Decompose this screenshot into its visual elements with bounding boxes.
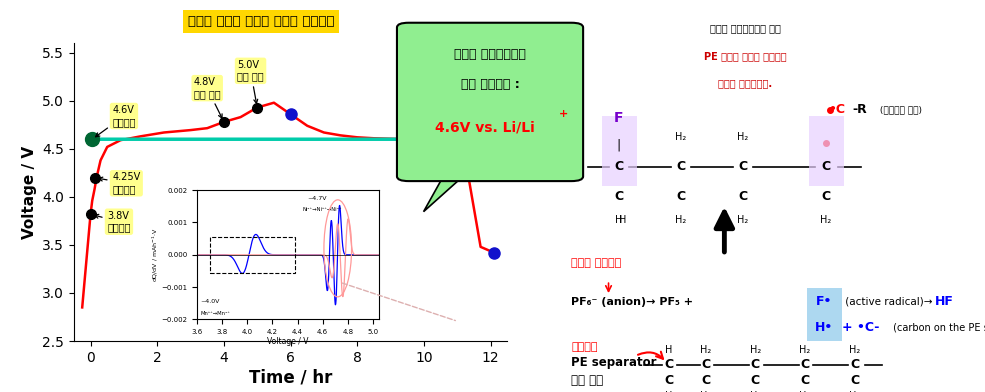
- Text: H: H: [665, 345, 672, 355]
- Text: H₂: H₂: [821, 214, 831, 225]
- FancyBboxPatch shape: [807, 312, 842, 341]
- Text: C: C: [739, 189, 748, 203]
- Text: H₂: H₂: [800, 391, 811, 392]
- Text: +: +: [559, 109, 568, 119]
- Text: C: C: [821, 189, 830, 203]
- Text: H•: H•: [816, 321, 833, 334]
- Text: •C: •C: [827, 103, 845, 116]
- Text: 음이온 산화분해: 음이온 산화분해: [571, 258, 622, 268]
- Text: (active radical)→: (active radical)→: [842, 297, 936, 307]
- Text: PE separator: PE separator: [571, 356, 657, 369]
- Text: (용매분해 산물): (용매분해 산물): [878, 105, 922, 114]
- Text: H₂: H₂: [800, 345, 811, 355]
- Text: H: H: [616, 214, 623, 225]
- Text: (carbon on the PE surface): (carbon on the PE surface): [889, 322, 985, 332]
- Text: H₂: H₂: [849, 345, 860, 355]
- Text: 4.6V vs. Li/Li: 4.6V vs. Li/Li: [435, 120, 535, 134]
- Y-axis label: dQ/dV / mAh$^{-1}$·V: dQ/dV / mAh$^{-1}$·V: [151, 227, 160, 282]
- Text: H₂: H₂: [738, 132, 749, 142]
- Text: HF: HF: [936, 295, 954, 309]
- Text: 3.8V
변화없음: 3.8V 변화없음: [95, 211, 131, 232]
- Text: F•: F•: [817, 295, 832, 309]
- Text: C: C: [821, 160, 830, 173]
- Text: PF₆⁻ (anion)→ PF₅ +: PF₆⁻ (anion)→ PF₅ +: [571, 297, 697, 307]
- Y-axis label: Voltage / V: Voltage / V: [22, 145, 36, 239]
- Text: H₂: H₂: [700, 345, 711, 355]
- Text: H₂: H₂: [676, 132, 687, 142]
- Text: C: C: [701, 374, 710, 387]
- Text: C: C: [850, 374, 859, 387]
- Text: C: C: [664, 358, 673, 371]
- Text: C: C: [751, 358, 760, 371]
- Text: 산화분해: 산화분해: [571, 342, 598, 352]
- FancyArrowPatch shape: [638, 352, 663, 359]
- FancyBboxPatch shape: [807, 288, 842, 318]
- Text: 5.0V
짙은 갈색: 5.0V 짙은 갈색: [237, 60, 264, 103]
- Text: 라디칼 재조합반응에 의해: 라디칼 재조합반응에 의해: [709, 24, 780, 34]
- Text: C: C: [701, 358, 710, 371]
- Text: 표면 구조: 표면 구조: [571, 374, 604, 387]
- Text: C: C: [615, 189, 624, 203]
- Text: 않는 상한전위 :: 않는 상한전위 :: [461, 78, 519, 91]
- Bar: [210, 237, 296, 272]
- Text: H: H: [665, 391, 672, 392]
- Text: H: H: [619, 214, 626, 225]
- Text: Mn³⁺→Mn⁴⁺: Mn³⁺→Mn⁴⁺: [201, 310, 230, 316]
- Text: 산물이 화학결합함.: 산물이 화학결합함.: [718, 78, 772, 89]
- Text: PE 분리막 표면에 용매분해: PE 분리막 표면에 용매분해: [703, 51, 786, 61]
- FancyBboxPatch shape: [603, 116, 637, 186]
- Text: 양극에 접촉된 분리막 표면의 색깔변화: 양극에 접촉된 분리막 표면의 색깔변화: [188, 15, 334, 28]
- Text: ~4.0V: ~4.0V: [201, 299, 220, 304]
- Text: 4.8V
밝은 갈색: 4.8V 밝은 갈색: [194, 77, 222, 118]
- Text: 4.6V
변화없음: 4.6V 변화없음: [96, 105, 136, 137]
- Text: -R: -R: [853, 103, 868, 116]
- Text: C: C: [850, 358, 859, 371]
- Text: C: C: [677, 160, 686, 173]
- Text: 4.25V
변화없음: 4.25V 변화없음: [98, 172, 141, 194]
- X-axis label: Time / hr: Time / hr: [249, 369, 332, 387]
- Text: H₂: H₂: [750, 391, 761, 392]
- Text: Ni²⁺→Ni³⁺→Ni⁴⁺: Ni²⁺→Ni³⁺→Ni⁴⁺: [302, 207, 342, 212]
- Text: H₂: H₂: [849, 391, 860, 392]
- Text: C: C: [677, 189, 686, 203]
- Text: C: C: [664, 374, 673, 387]
- Text: H₂: H₂: [750, 345, 761, 355]
- Text: C: C: [801, 358, 810, 371]
- X-axis label: Voltage / V: Voltage / V: [267, 337, 309, 346]
- Text: ~4.7V: ~4.7V: [307, 196, 327, 201]
- FancyBboxPatch shape: [810, 116, 844, 186]
- Text: |: |: [617, 138, 621, 152]
- Text: H₂: H₂: [700, 391, 711, 392]
- Text: 전해액 산화분해하지: 전해액 산화분해하지: [454, 48, 526, 61]
- Text: C: C: [751, 374, 760, 387]
- Text: + •C-: + •C-: [842, 321, 880, 334]
- Text: C: C: [615, 160, 624, 173]
- Text: H₂: H₂: [676, 214, 687, 225]
- Text: H₂: H₂: [738, 214, 749, 225]
- Text: F: F: [614, 111, 624, 125]
- Text: C: C: [739, 160, 748, 173]
- Text: C: C: [801, 374, 810, 387]
